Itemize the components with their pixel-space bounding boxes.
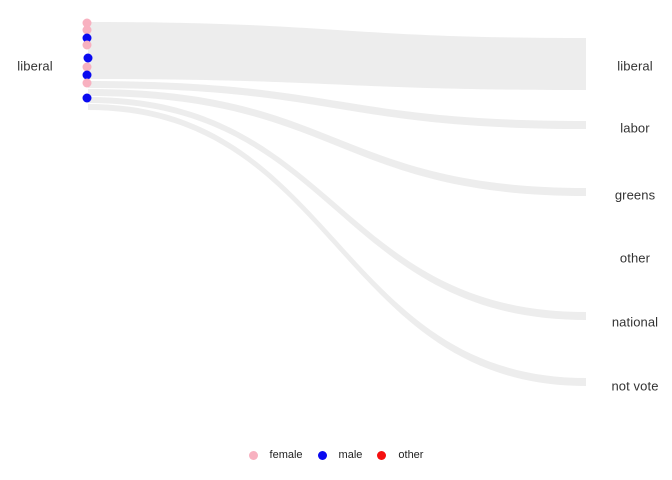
legend-label-other: other	[398, 449, 424, 461]
data-points	[82, 18, 93, 103]
legend-label-male: male	[338, 449, 363, 461]
data-point-male	[82, 70, 92, 80]
flow-ribbon-liberal-to-not-vote	[88, 104, 586, 386]
right-node-label-other: other	[619, 250, 651, 266]
right-node-label-national: national	[611, 314, 659, 330]
right-node-label-not-vote: not vote	[611, 378, 659, 394]
data-point-female	[82, 40, 92, 50]
right-node-label-liberal: liberal	[617, 58, 653, 74]
data-point-female	[82, 18, 92, 28]
flow-ribbon-liberal-to-national	[88, 97, 586, 320]
right-node-label-greens: greens	[614, 187, 656, 203]
data-point-female	[82, 62, 92, 72]
data-point-female	[82, 78, 92, 88]
flow-ribbons	[88, 22, 586, 386]
data-point-female	[82, 25, 92, 35]
legend-item-male: male	[317, 449, 363, 461]
right-node-label-labor: labor	[620, 120, 650, 136]
legend-marker-female-icon	[248, 450, 258, 460]
legend-marker-other-icon	[377, 450, 387, 460]
flow-ribbon-liberal-to-greens	[88, 89, 586, 196]
legend: female male other	[0, 446, 672, 464]
data-point-male	[82, 33, 92, 43]
legend-label-female: female	[269, 449, 303, 461]
data-point-male	[83, 53, 93, 63]
legend-marker-male-icon	[317, 450, 327, 460]
flow-ribbon-liberal-to-liberal	[88, 22, 586, 90]
legend-item-other: other	[377, 449, 423, 461]
data-point-male	[82, 93, 92, 103]
legend-item-female: female	[248, 449, 303, 461]
flow-ribbon-liberal-to-labor	[88, 81, 586, 129]
left-node-label: liberal	[17, 58, 53, 74]
